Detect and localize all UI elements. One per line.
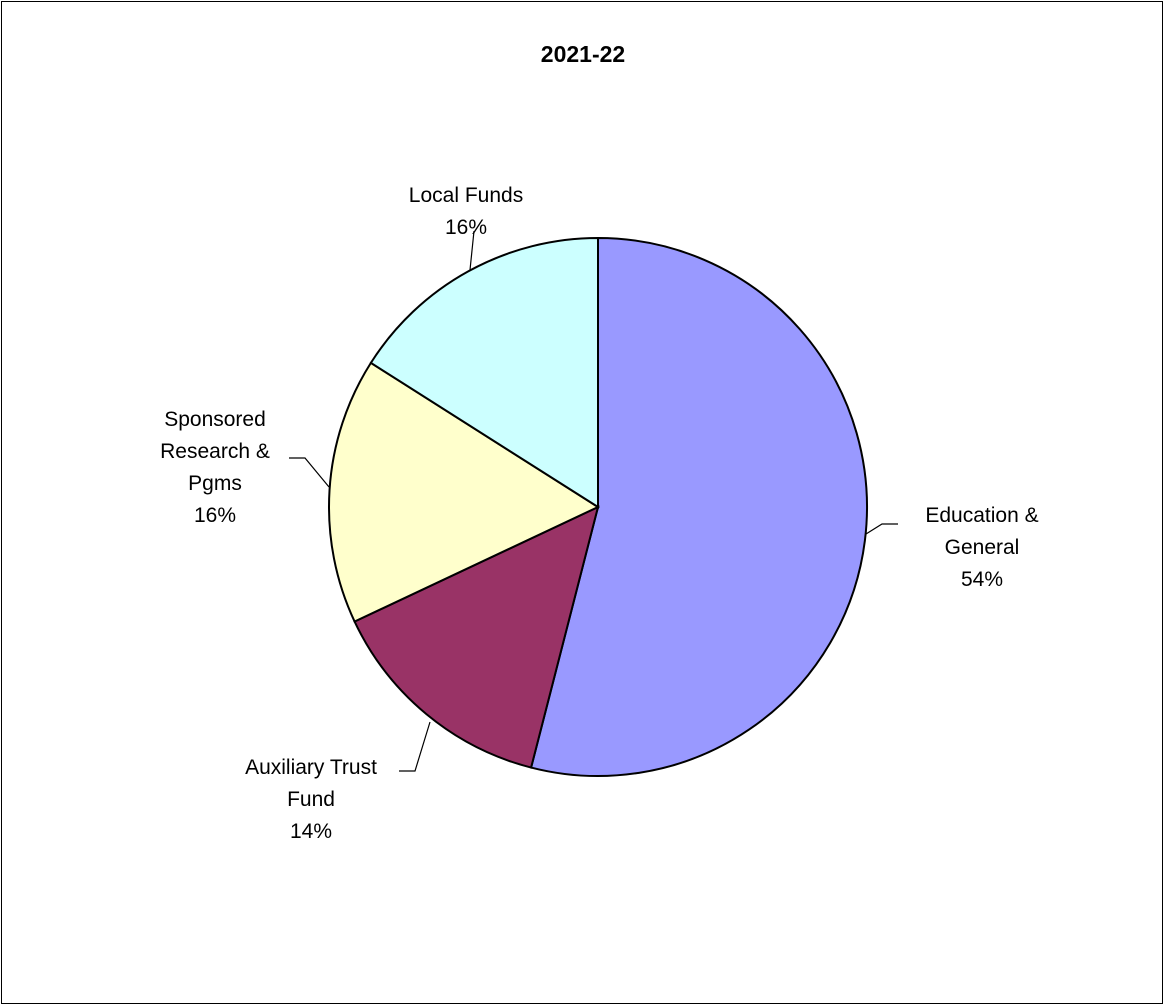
- slice-label-1: Auxiliary Trust Fund 14%: [245, 756, 377, 843]
- leader-line-1: [399, 721, 431, 772]
- slice-labels: Education & General 54% Auxiliary Trust Fund…: [160, 184, 1038, 843]
- slice-name-line-1-0: Auxiliary Trust: [245, 756, 377, 779]
- slice-name-line-0-0: Education &: [925, 504, 1038, 527]
- slice-percent-1: 14%: [290, 820, 332, 843]
- slice-name-line-2-0: Sponsored: [164, 408, 266, 431]
- slice-name-line-1-1: Fund: [287, 788, 335, 811]
- leader-line-3: [469, 230, 475, 271]
- pie-slice-2: [328, 361, 601, 623]
- slice-label-3: Local Funds 16%: [409, 184, 523, 239]
- pie-slices: [328, 236, 868, 777]
- pie-slice-1: [353, 505, 600, 769]
- slice-percent-0: 54%: [961, 568, 1003, 591]
- slice-label-2: Sponsored Research & Pgms 16%: [160, 408, 270, 527]
- leader-line-2: [289, 457, 330, 488]
- slice-percent-2: 16%: [194, 504, 236, 527]
- slice-name-line-0-1: General: [945, 536, 1020, 559]
- slice-percent-3: 16%: [445, 216, 487, 239]
- leader-line-0: [865, 523, 898, 535]
- slice-label-0: Education & General 54%: [925, 504, 1038, 591]
- leader-lines: [289, 230, 898, 772]
- slice-name-line-3-0: Local Funds: [409, 184, 523, 207]
- pie-slice-0: [529, 236, 868, 777]
- slice-name-line-2-1: Research &: [160, 440, 270, 463]
- pie-slice-3: [369, 236, 599, 509]
- chart-title: 2021-22: [541, 41, 625, 67]
- slice-name-line-2-2: Pgms: [188, 472, 242, 495]
